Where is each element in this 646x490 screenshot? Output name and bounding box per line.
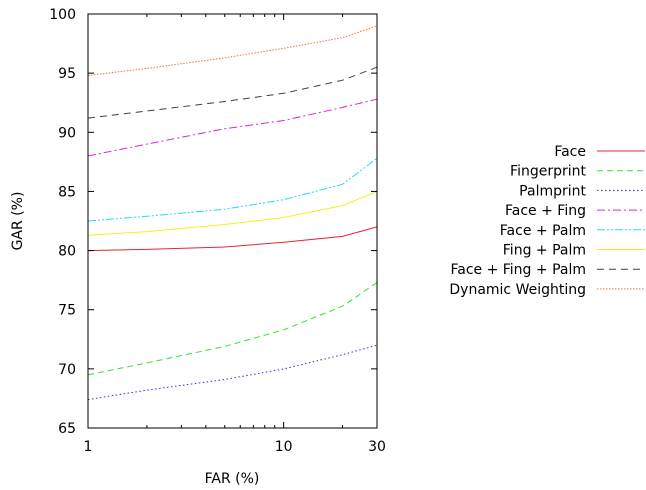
series-line-4 — [87, 98, 378, 157]
x-tick-label: 1 — [84, 439, 93, 455]
series-line-5 — [87, 157, 378, 222]
plot-frame — [87, 13, 378, 429]
x-tick-label: 10 — [275, 439, 293, 455]
y-tick-label: 80 — [58, 244, 76, 260]
legend: Face Fingerprint Palmprint Face + Fing Face … — [449, 144, 645, 298]
y-tick-label: 75 — [58, 303, 76, 319]
series-line-1 — [87, 226, 378, 252]
legend-label: Dynamic Weighting — [449, 282, 586, 298]
legend-label: Fingerprint — [510, 164, 586, 180]
x-ticks: 1 10 30 — [84, 14, 386, 455]
y-ticks: 65 70 75 80 85 90 95 100 — [49, 7, 377, 437]
legend-label: Face + Fing + Palm — [450, 262, 586, 278]
series-line-6 — [87, 190, 378, 236]
legend-label: Face + Fing — [505, 203, 586, 219]
legend-label: Face — [554, 144, 586, 160]
y-tick-label: 85 — [58, 184, 76, 200]
legend-label: Palmprint — [519, 183, 586, 199]
series-line-8 — [87, 25, 378, 76]
y-tick-label: 70 — [58, 362, 76, 378]
x-tick-label: 30 — [368, 439, 386, 455]
x-axis-label: FAR (%) — [205, 471, 260, 487]
y-tick-label: 90 — [58, 125, 76, 141]
series-line-7 — [87, 66, 378, 119]
legend-label: Fing + Palm — [503, 243, 586, 259]
y-tick-label: 95 — [58, 66, 76, 82]
series-line-3 — [87, 344, 378, 401]
plot-lines — [87, 25, 378, 401]
y-axis-label: GAR (%) — [10, 192, 26, 251]
y-tick-label: 65 — [58, 421, 76, 437]
y-tick-label: 100 — [49, 7, 76, 23]
legend-label: Face + Palm — [500, 223, 586, 239]
series-line-2 — [87, 282, 378, 376]
